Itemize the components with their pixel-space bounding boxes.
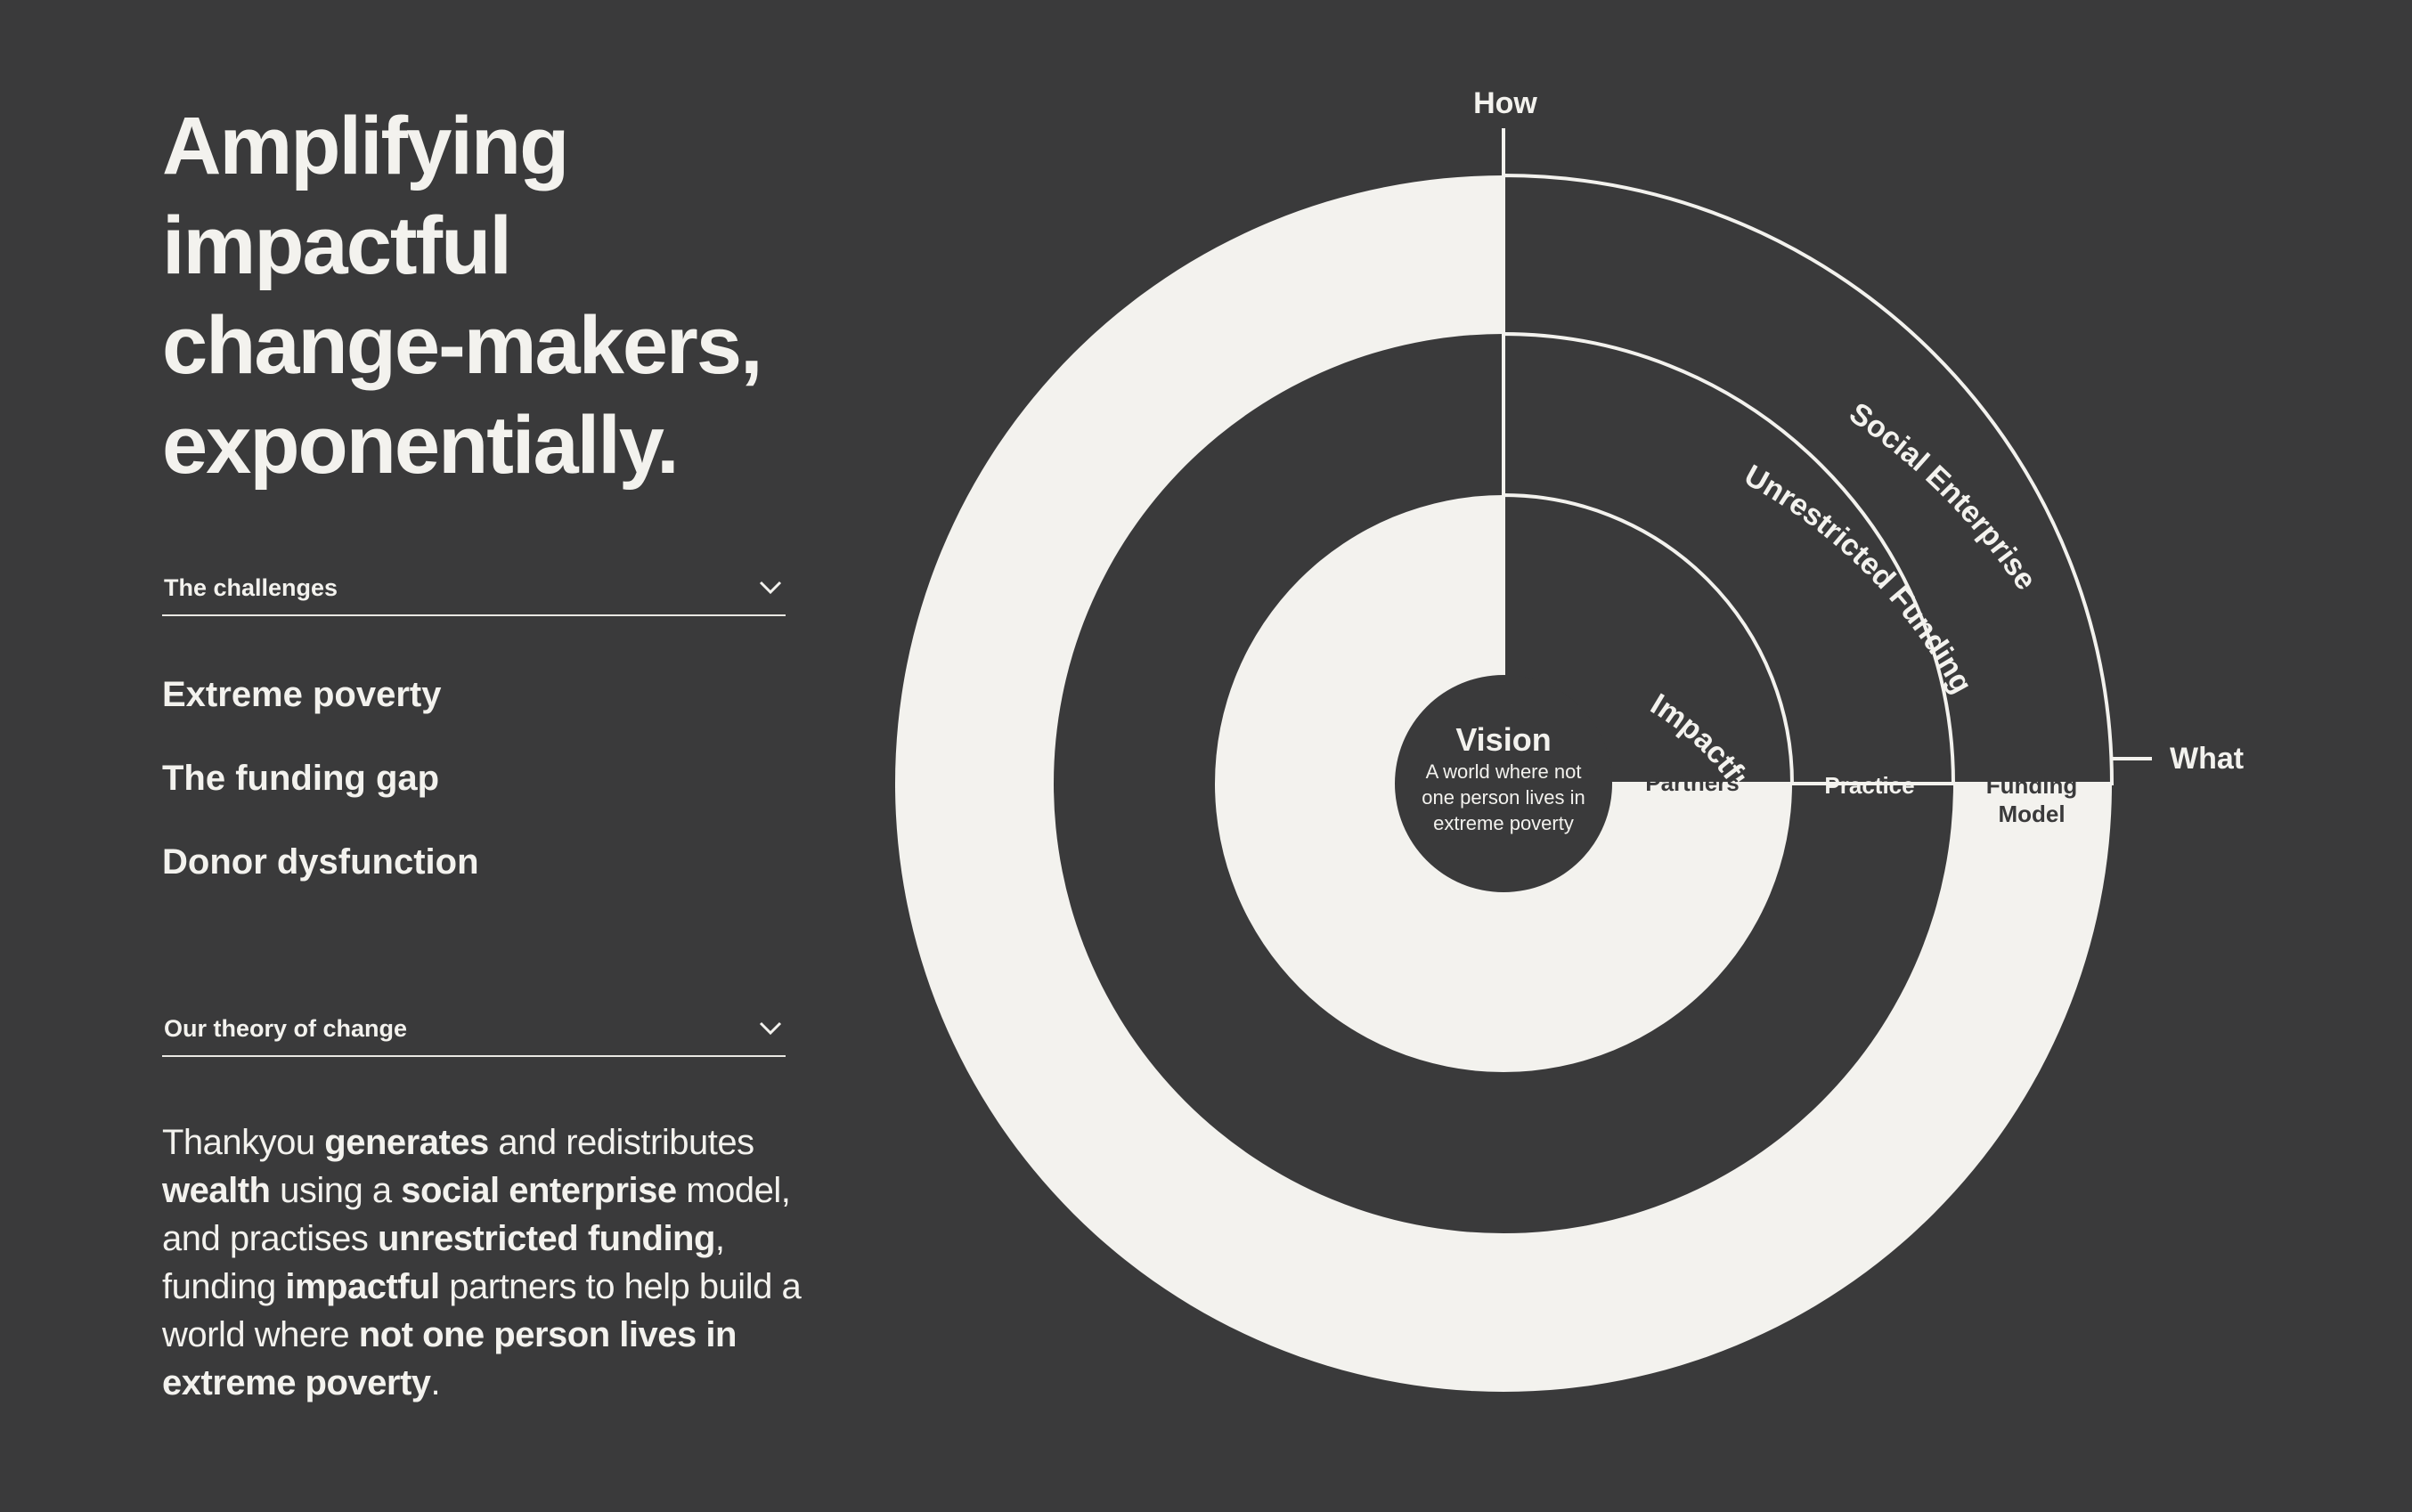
theory-paragraph: Thankyou generates and redistributes wea… [162,1118,803,1407]
theory-text: and redistributes [488,1123,754,1162]
theory-text-bold: generates [324,1123,489,1162]
vision-text-line-1: A world where not [1426,760,1582,783]
challenges-heading: The challenges [164,573,338,601]
theory-text-bold: wealth [162,1171,271,1210]
challenges-list: Extreme poverty The funding gap Donor dy… [162,666,479,917]
theory-text: using a [270,1171,402,1210]
chevron-down-icon [755,573,786,603]
how-axis-label: How [1473,86,1537,120]
theory-text: . [430,1363,441,1402]
vision-text-line-3: extreme poverty [1433,812,1574,834]
vision-title: Vision [1455,721,1551,758]
theory-text: model, and practises [162,1171,791,1258]
title-line-3: change-makers, [162,300,763,391]
theory-text-bold: unrestricted funding [378,1219,715,1258]
chevron-down-icon [755,1013,786,1044]
list-item: Extreme poverty [162,675,442,714]
theory-text: , funding [162,1219,725,1306]
theory-text: partners to help build a world where [162,1267,802,1354]
title-line-1: Amplifying [162,101,569,191]
theory-text-bold: social enterprise [401,1171,677,1210]
what-axis-label: What [2170,742,2244,776]
page-title: Amplifying impactful change-makers, expo… [162,96,763,495]
what-label-model: Model [1998,801,2065,827]
vision-circle [1395,675,1612,892]
what-label-practice: Practice [1824,772,1914,799]
what-label-partners: Partners [1645,769,1740,796]
theory-text-bold: not one person lives in extreme poverty [162,1315,737,1402]
theory-accordion-toggle[interactable]: Our theory of change [162,1002,786,1057]
title-line-2: impactful [162,200,512,291]
title-line-4: exponentially. [162,400,680,491]
theory-text: Thankyou [162,1123,325,1162]
challenges-accordion-toggle[interactable]: The challenges [162,561,786,616]
theory-text-bold: impactful [285,1267,440,1306]
theory-heading: Our theory of change [164,1014,408,1042]
vision-text-line-2: one person lives in [1422,786,1585,809]
list-item: The funding gap [162,759,440,798]
what-label-funding: Funding [1986,772,2078,799]
list-item: Donor dysfunction [162,842,479,882]
